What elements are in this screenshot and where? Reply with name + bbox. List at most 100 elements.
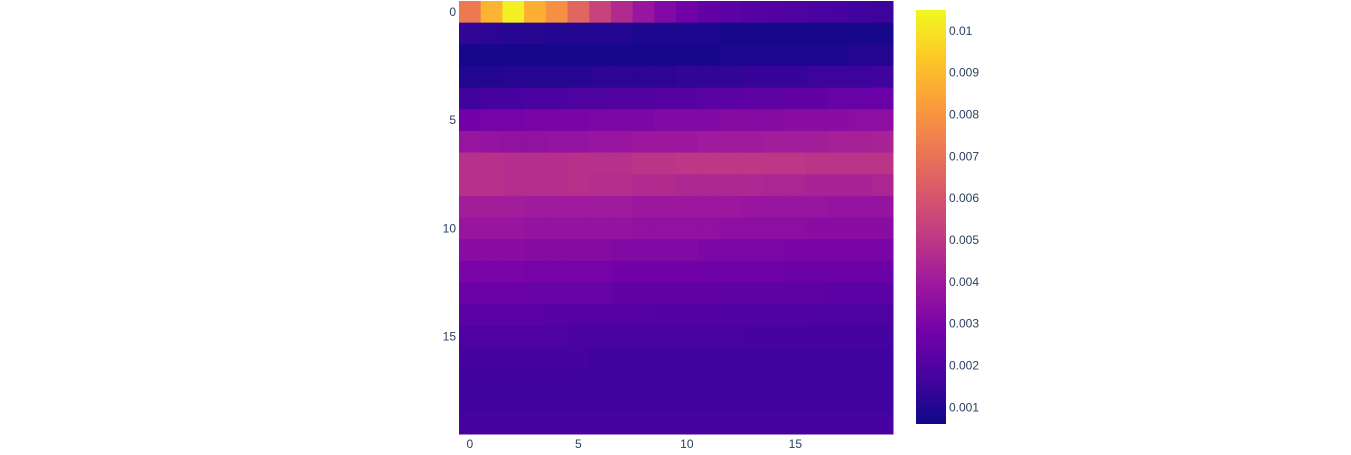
heatmap-cell bbox=[784, 1, 807, 24]
heatmap-cell bbox=[589, 195, 612, 218]
heatmap-cell bbox=[567, 195, 590, 218]
heatmap-cell bbox=[784, 260, 807, 283]
heatmap-cell bbox=[502, 412, 525, 435]
heatmap-cell bbox=[871, 347, 894, 370]
heatmap-cell bbox=[719, 260, 742, 283]
heatmap-cell bbox=[719, 1, 742, 24]
heatmap-cell bbox=[610, 87, 634, 110]
heatmap-cell bbox=[697, 217, 720, 240]
heatmap-cell bbox=[654, 1, 677, 24]
heatmap-cell bbox=[762, 87, 785, 110]
heatmap-cell bbox=[567, 282, 590, 305]
heatmap-cell bbox=[654, 325, 677, 348]
heatmap-cell bbox=[480, 217, 503, 240]
heatmap-cell bbox=[632, 22, 655, 45]
heatmap-cell bbox=[459, 347, 482, 370]
heatmap-cell bbox=[632, 412, 655, 435]
heatmap-cell bbox=[849, 390, 872, 413]
heatmap-cell bbox=[697, 239, 720, 262]
heatmap-cell bbox=[849, 412, 872, 435]
heatmap-cell bbox=[784, 412, 807, 435]
heatmap-cell bbox=[589, 325, 612, 348]
heatmap-cell bbox=[654, 304, 677, 327]
heatmap-cell bbox=[654, 217, 677, 240]
heatmap-cell bbox=[589, 369, 612, 392]
heatmap-cell bbox=[610, 260, 634, 283]
heatmap-cell bbox=[676, 44, 699, 67]
heatmap-cell bbox=[741, 347, 764, 370]
x-tick-label: 10 bbox=[680, 437, 694, 450]
heatmap-cell bbox=[632, 174, 655, 197]
heatmap-cell bbox=[741, 390, 764, 413]
heatmap-cell bbox=[654, 130, 677, 154]
heatmap-cell bbox=[762, 239, 785, 262]
heatmap-cell bbox=[719, 390, 742, 413]
heatmap-cell bbox=[827, 369, 851, 392]
heatmap-cell bbox=[784, 44, 807, 67]
heatmap-cell bbox=[545, 87, 568, 110]
heatmap-cell bbox=[784, 390, 807, 413]
heatmap-cell bbox=[849, 347, 872, 370]
heatmap-cell bbox=[806, 109, 829, 132]
heatmap-cell bbox=[719, 412, 742, 435]
heatmap-cell bbox=[719, 369, 742, 392]
heatmap-cell bbox=[784, 109, 807, 132]
heatmap-cell bbox=[632, 282, 655, 305]
heatmap-cell bbox=[502, 22, 525, 45]
heatmap-cell bbox=[632, 195, 655, 218]
heatmap-cell bbox=[524, 390, 547, 413]
heatmap-cell bbox=[784, 130, 807, 154]
heatmap-cell bbox=[697, 130, 720, 154]
heatmap-cell bbox=[567, 174, 590, 197]
heatmap-cell bbox=[676, 174, 699, 197]
heatmap-cell bbox=[589, 152, 612, 175]
heatmap-cell bbox=[719, 282, 742, 305]
heatmap-cell bbox=[589, 87, 612, 110]
heatmap-cell bbox=[849, 44, 872, 67]
heatmap-cell bbox=[676, 347, 699, 370]
heatmap-cell bbox=[806, 1, 829, 24]
heatmap-cell bbox=[697, 22, 720, 45]
heatmap-cell bbox=[589, 1, 612, 24]
heatmap-cell bbox=[871, 65, 894, 89]
heatmap-cell bbox=[871, 1, 894, 24]
heatmap-cell bbox=[524, 369, 547, 392]
heatmap-cell bbox=[871, 87, 894, 110]
heatmap-cells bbox=[459, 1, 894, 435]
heatmap-cell bbox=[524, 87, 547, 110]
heatmap-cell bbox=[632, 239, 655, 262]
heatmap-cell bbox=[545, 412, 568, 435]
heatmap-cell bbox=[545, 282, 568, 305]
heatmap-cell bbox=[480, 239, 503, 262]
heatmap-cell bbox=[610, 65, 634, 89]
heatmap-cell bbox=[871, 109, 894, 132]
heatmap-cell bbox=[480, 195, 503, 218]
heatmap-cell bbox=[827, 325, 851, 348]
heatmap-cell bbox=[459, 65, 482, 89]
heatmap-cell bbox=[589, 22, 612, 45]
heatmap-cell bbox=[654, 44, 677, 67]
heatmap-cell bbox=[524, 152, 547, 175]
heatmap-cell bbox=[610, 1, 634, 24]
heatmap-cell bbox=[741, 22, 764, 45]
heatmap-cell bbox=[567, 390, 590, 413]
heatmap-cell bbox=[459, 1, 482, 24]
heatmap-cell bbox=[589, 109, 612, 132]
heatmap-cell bbox=[806, 174, 829, 197]
heatmap-cell bbox=[871, 260, 894, 283]
heatmap-cell bbox=[502, 239, 525, 262]
heatmap-cell bbox=[762, 325, 785, 348]
heatmap-cell bbox=[849, 239, 872, 262]
heatmap-cell bbox=[480, 260, 503, 283]
heatmap-cell bbox=[719, 152, 742, 175]
heatmap-cell bbox=[632, 65, 655, 89]
heatmap-cell bbox=[545, 239, 568, 262]
y-tick-label: 0 bbox=[449, 5, 456, 19]
heatmap-cell bbox=[524, 130, 547, 154]
heatmap-cell bbox=[784, 217, 807, 240]
heatmap-cell bbox=[741, 195, 764, 218]
heatmap-cell bbox=[459, 412, 482, 435]
colorbar: 0.001 0.002 0.003 0.004 0.005 0.006 0.007 0.008… bbox=[916, 10, 979, 424]
heatmap-cell bbox=[654, 22, 677, 45]
heatmap-cell bbox=[502, 87, 525, 110]
